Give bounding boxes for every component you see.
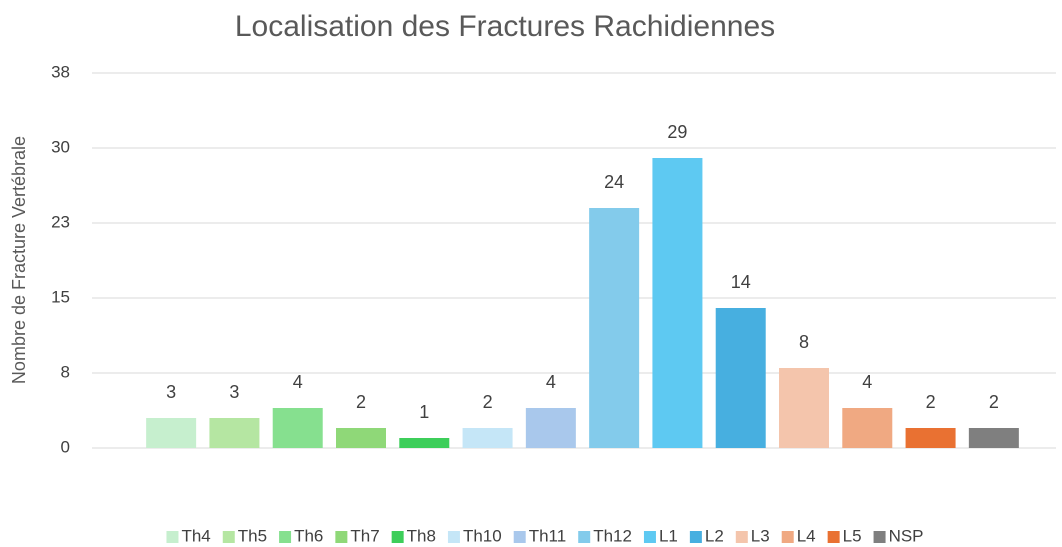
bar [146, 418, 197, 448]
legend-label: Th4 [181, 526, 210, 545]
data-label: 8 [799, 332, 809, 352]
legend-swatch [166, 531, 179, 543]
legend-swatch [578, 531, 591, 543]
legend-swatch [827, 531, 840, 543]
legend-label: L2 [705, 526, 724, 545]
legend-swatch [335, 531, 348, 543]
legend-label: L5 [843, 526, 862, 545]
chart-title: Localisation des Fractures Rachidiennes [235, 10, 775, 43]
data-label: 2 [989, 392, 999, 412]
bar [525, 408, 576, 448]
bar [336, 428, 386, 448]
legend-label: L3 [751, 526, 770, 545]
y-tick-label: 30 [51, 137, 70, 156]
bar [652, 158, 703, 448]
bar [399, 438, 450, 448]
legend-label: Th11 [529, 526, 567, 545]
legend-label: Th6 [294, 526, 323, 545]
data-label: 4 [862, 372, 872, 392]
bar [272, 408, 323, 448]
legend-label: L1 [659, 526, 678, 545]
legend-swatch [447, 531, 460, 543]
bar [779, 368, 829, 448]
y-axis-label: Nombre de Fracture Vertébrale [9, 136, 29, 384]
data-label: 14 [731, 272, 751, 292]
data-label: 2 [926, 392, 936, 412]
data-label: 2 [483, 392, 493, 412]
data-label: 1 [419, 402, 429, 422]
bar [842, 408, 893, 448]
legend-swatch [689, 531, 702, 543]
data-label: 3 [166, 382, 176, 402]
bar [462, 428, 513, 448]
bar [905, 428, 956, 448]
bar [209, 418, 260, 448]
legend-swatch [222, 531, 235, 543]
legend-label: Th7 [350, 526, 379, 545]
legend-swatch [279, 531, 292, 543]
legend-label: L4 [797, 526, 816, 545]
y-tick-label: 15 [51, 287, 70, 306]
y-tick-label: 8 [61, 362, 70, 381]
data-label: 29 [667, 122, 687, 142]
legend-label: Th8 [407, 526, 436, 545]
legend-label: Th12 [593, 526, 632, 545]
legend-swatch [391, 531, 404, 543]
y-tick-label: 38 [51, 62, 70, 81]
legend: Th4 Th5 Th6 Th7 Th8 Th10 Th11 Th12 L1 L2 L3 L4 L5 NSP [166, 526, 924, 545]
data-label: 4 [546, 372, 556, 392]
data-label: 24 [604, 172, 624, 192]
legend-swatch [873, 531, 886, 543]
bar [968, 428, 1019, 448]
legend-swatch [643, 531, 656, 543]
legend-swatch [513, 531, 526, 543]
data-label: 3 [229, 382, 239, 402]
legend-label: Th5 [238, 526, 267, 545]
y-tick-label: 0 [61, 437, 70, 456]
legend-swatch [735, 531, 748, 543]
y-tick-label: 23 [51, 212, 70, 231]
legend-label: NSP [889, 526, 924, 545]
legend-swatch [781, 531, 794, 543]
bar [715, 308, 766, 448]
data-label: 4 [293, 372, 303, 392]
legend-label: Th10 [463, 526, 502, 545]
bar [589, 208, 640, 448]
data-label: 2 [356, 392, 366, 412]
